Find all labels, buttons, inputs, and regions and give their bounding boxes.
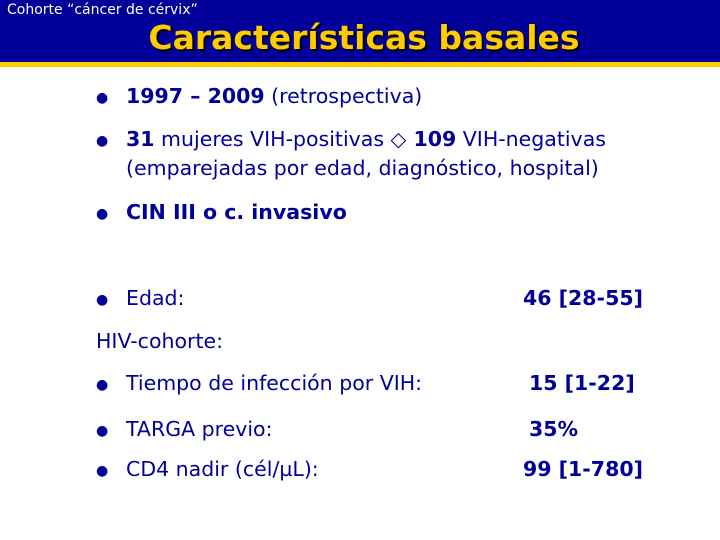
- bullet-marker: ●: [96, 133, 109, 149]
- targa-label: TARGA previo:: [126, 417, 273, 441]
- bullet-period: 1997 – 2009 (retrospectiva): [126, 84, 422, 108]
- hiv-cohort-heading: HIV-cohorte:: [96, 329, 224, 353]
- diamond-icon: ◇: [390, 127, 407, 151]
- label-positive: mujeres VIH-positivas: [154, 127, 391, 151]
- bullet-lesion: CIN III o c. invasivo: [126, 200, 347, 224]
- bullet-marker: ●: [96, 423, 109, 439]
- matching-criteria: (emparejadas por edad, diagnóstico, hosp…: [126, 156, 599, 180]
- slide-subtitle: Cohorte “cáncer de cérvix”: [7, 2, 198, 18]
- header-bar: [0, 0, 720, 62]
- cd4-nadir-value: 99 [1-780]: [523, 457, 643, 481]
- period-years: 1997 – 2009: [126, 84, 265, 108]
- label-negative: VIH-negativas: [456, 127, 606, 151]
- count-negative: 109: [406, 127, 457, 151]
- bullet-marker: ●: [96, 90, 109, 106]
- infection-time-label: Tiempo de infección por VIH:: [126, 371, 423, 395]
- slide-title: Características basales: [148, 18, 580, 57]
- age-label: Edad:: [126, 286, 185, 310]
- bullet-marker: ●: [96, 463, 109, 479]
- cd4-nadir-label: CD4 nadir (cél/µL):: [126, 457, 319, 481]
- period-type: (retrospectiva): [264, 84, 423, 108]
- bullet-marker: ●: [96, 292, 109, 308]
- count-positive: 31: [126, 127, 155, 151]
- bullet-marker: ●: [96, 377, 109, 393]
- age-value: 46 [28-55]: [523, 286, 643, 310]
- infection-time-value: 15 [1-22]: [529, 371, 635, 395]
- targa-value: 35%: [529, 417, 579, 441]
- bullet-cohort: 31 mujeres VIH-positivas ◇ 109 VIH-negat…: [126, 127, 606, 151]
- bullet-marker: ●: [96, 206, 109, 222]
- header-rule: [0, 62, 720, 67]
